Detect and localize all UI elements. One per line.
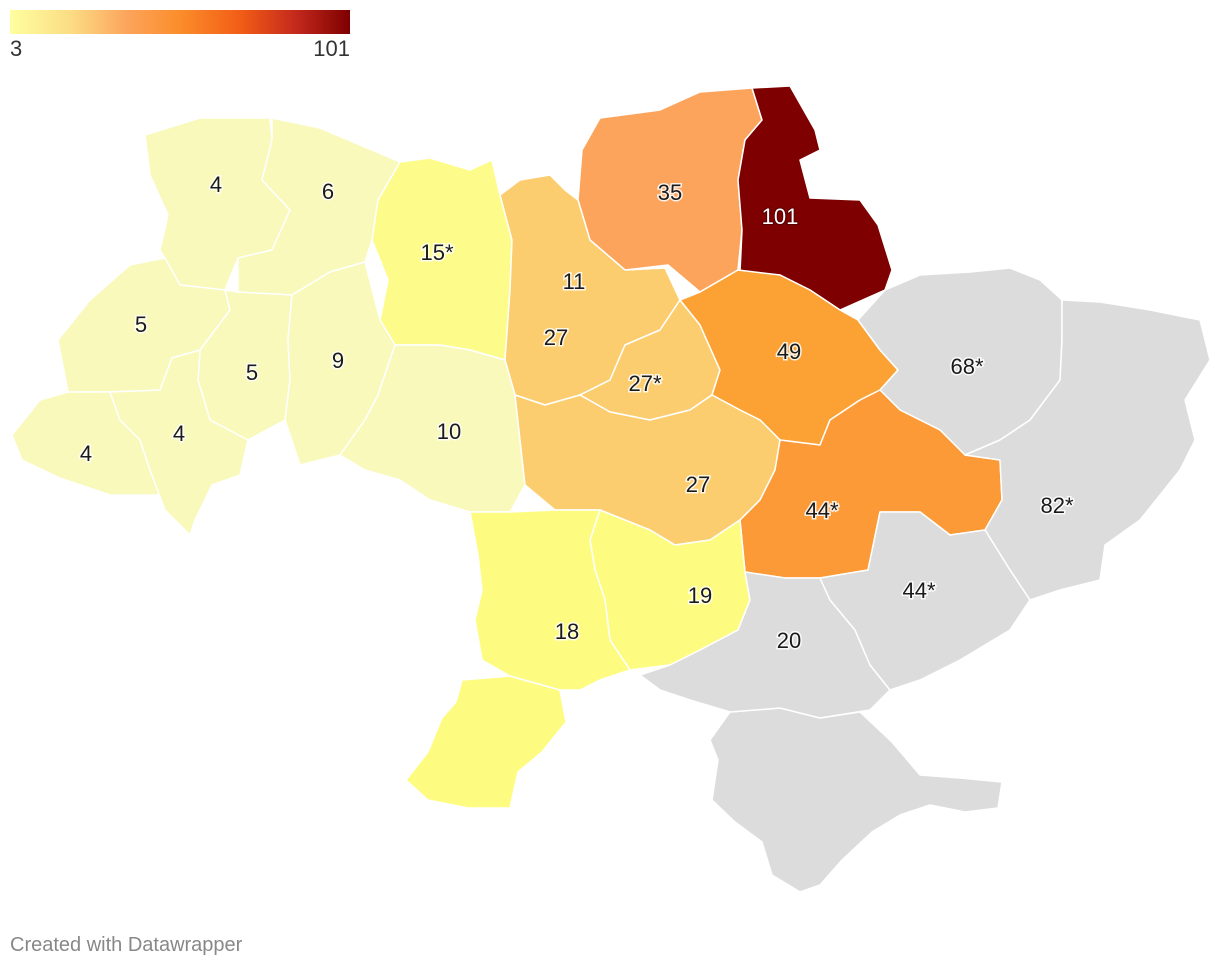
region-r21[interactable]	[469, 509, 631, 691]
region-label-r6: 5	[135, 312, 147, 337]
color-legend: 3 101	[10, 10, 350, 60]
region-label-r17: 27	[686, 472, 710, 497]
region-label-r11: 27*	[628, 371, 661, 396]
region-label-r19: 82*	[1040, 493, 1073, 518]
legend-max-label: 101	[313, 36, 350, 61]
region-label-r12: 49	[777, 339, 801, 364]
region-label-r16: 10	[437, 419, 461, 444]
region-label-r22: 20	[777, 628, 801, 653]
crimea-region[interactable]	[709, 707, 1003, 893]
region-label-r4: 35	[658, 180, 682, 205]
legend-min-label: 3	[10, 36, 23, 61]
region-label-r13: 68*	[950, 354, 983, 379]
region-label-r21: 18	[555, 619, 579, 644]
region-label-r2: 6	[322, 179, 334, 204]
legend-gradient-bar	[10, 10, 350, 34]
region-label-r18: 44*	[805, 498, 838, 523]
region-label-r15: 4	[173, 421, 185, 446]
region-label-r23: 44*	[902, 578, 935, 603]
region-label-r14: 4	[80, 441, 92, 466]
region-label-r20: 19	[688, 583, 712, 608]
region-label-r9: 11	[563, 269, 586, 294]
region-r19[interactable]	[964, 299, 1211, 601]
region-r15[interactable]	[109, 349, 249, 536]
region-label-r3: 15*	[420, 240, 453, 265]
coastal-south-region[interactable]	[405, 675, 567, 809]
region-label-r8: 9	[332, 348, 344, 373]
region-label-r1: 4	[210, 172, 222, 197]
region-r23[interactable]	[819, 511, 1031, 691]
region-label-r5: 101	[762, 204, 799, 229]
region-label-r10: 27	[544, 325, 568, 350]
region-label-r7: 5	[246, 360, 258, 385]
attribution-footer[interactable]: Created with Datawrapper	[10, 934, 243, 956]
region-r7[interactable]	[197, 289, 293, 441]
